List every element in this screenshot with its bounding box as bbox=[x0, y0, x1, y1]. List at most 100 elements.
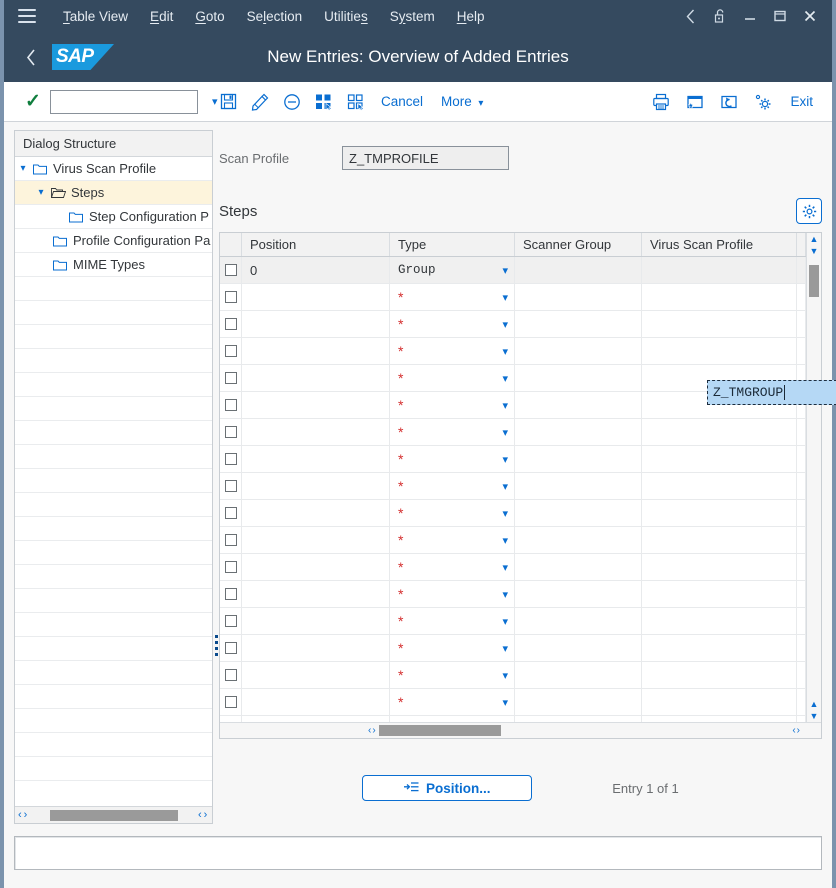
row-checkbox[interactable] bbox=[224, 426, 237, 438]
close-icon[interactable] bbox=[796, 2, 824, 30]
virus-scan-profile-cell[interactable] bbox=[642, 365, 797, 391]
row-checkbox[interactable] bbox=[224, 345, 237, 357]
edit-button[interactable] bbox=[244, 87, 276, 117]
scrollbar-thumb[interactable] bbox=[809, 265, 819, 297]
gear-settings-icon[interactable] bbox=[796, 198, 822, 224]
row-select-cell[interactable] bbox=[220, 689, 242, 715]
sidebar-item-steps[interactable]: ▾ Steps bbox=[15, 181, 213, 205]
virus-scan-profile-cell[interactable] bbox=[642, 608, 797, 634]
menu-item-table-view[interactable]: Table View bbox=[63, 8, 129, 24]
virus-scan-profile-cell[interactable] bbox=[642, 257, 797, 283]
position-cell[interactable] bbox=[242, 662, 390, 688]
position-cell[interactable] bbox=[242, 311, 390, 337]
virus-scan-profile-cell[interactable] bbox=[642, 473, 797, 499]
scrollbar-thumb[interactable] bbox=[378, 725, 501, 736]
menu-item-selection[interactable]: Selection bbox=[246, 8, 303, 24]
row-checkbox[interactable] bbox=[224, 534, 237, 546]
type-cell[interactable]: *▾ bbox=[390, 419, 515, 445]
row-checkbox[interactable] bbox=[224, 588, 237, 600]
scanner-group-cell[interactable] bbox=[515, 500, 642, 526]
sidebar-item-step-configuration-parameters[interactable]: Step Configuration P bbox=[15, 205, 213, 229]
chevron-down-icon[interactable]: ▾ bbox=[502, 642, 508, 655]
row-select-cell[interactable] bbox=[220, 365, 242, 391]
scanner-group-cell[interactable] bbox=[515, 554, 642, 580]
position-cell[interactable] bbox=[242, 608, 390, 634]
position-cell[interactable] bbox=[242, 365, 390, 391]
scanner-group-cell[interactable] bbox=[515, 446, 642, 472]
chevron-down-icon[interactable]: ▾ bbox=[502, 453, 508, 466]
type-cell[interactable]: *▾ bbox=[390, 473, 515, 499]
row-checkbox[interactable] bbox=[224, 561, 237, 573]
table-horizontal-scrollbar[interactable]: ‹› ‹› bbox=[220, 722, 821, 738]
table-row[interactable]: *▾ bbox=[220, 608, 806, 635]
scanner-group-cell[interactable] bbox=[515, 365, 642, 391]
type-cell[interactable]: *▾ bbox=[390, 500, 515, 526]
type-cell[interactable]: *▾ bbox=[390, 446, 515, 472]
table-row[interactable]: *▾ bbox=[220, 338, 806, 365]
hamburger-menu-icon[interactable] bbox=[14, 5, 40, 27]
scanner-group-cell[interactable] bbox=[515, 311, 642, 337]
type-cell[interactable]: *▾ bbox=[390, 527, 515, 553]
chevron-down-icon[interactable]: ▾ bbox=[502, 588, 508, 601]
status-message-field[interactable] bbox=[14, 836, 822, 870]
row-select-cell[interactable] bbox=[220, 608, 242, 634]
row-select-cell[interactable] bbox=[220, 635, 242, 661]
table-row[interactable]: *▾ bbox=[220, 527, 806, 554]
chevron-down-icon[interactable]: ▾ bbox=[38, 187, 44, 198]
row-checkbox[interactable] bbox=[224, 669, 237, 681]
type-cell[interactable]: *▾ bbox=[390, 554, 515, 580]
scrollbar-track[interactable] bbox=[807, 257, 821, 698]
restore-icon[interactable] bbox=[766, 2, 794, 30]
table-row[interactable]: *▾ bbox=[220, 635, 806, 662]
row-checkbox[interactable] bbox=[224, 318, 237, 330]
table-row[interactable]: *▾ bbox=[220, 365, 806, 392]
chevron-down-icon[interactable]: ▾ bbox=[502, 291, 508, 304]
type-cell[interactable]: *▾ bbox=[390, 392, 515, 418]
table-row[interactable]: *▾ bbox=[220, 311, 806, 338]
type-cell[interactable]: *▾ bbox=[390, 365, 515, 391]
row-checkbox[interactable] bbox=[224, 372, 237, 384]
virus-scan-profile-cell[interactable] bbox=[642, 527, 797, 553]
virus-scan-profile-cell[interactable] bbox=[642, 635, 797, 661]
type-cell[interactable]: *▾ bbox=[390, 608, 515, 634]
position-cell[interactable] bbox=[242, 419, 390, 445]
select-all-button[interactable] bbox=[308, 87, 340, 117]
chevron-down-icon[interactable]: ▾ bbox=[502, 696, 508, 709]
scroll-up-icon[interactable]: ▲ bbox=[809, 234, 819, 244]
table-row[interactable]: *▾ bbox=[220, 392, 806, 419]
type-cell[interactable]: *▾ bbox=[390, 581, 515, 607]
sidebar-item-virus-scan-profile[interactable]: ▾ Virus Scan Profile bbox=[15, 157, 213, 181]
position-cell[interactable] bbox=[242, 635, 390, 661]
table-vertical-scrollbar[interactable]: ▲ ▼ ▲ ▼ bbox=[806, 233, 821, 722]
delete-button[interactable] bbox=[276, 87, 308, 117]
virus-scan-profile-cell[interactable] bbox=[642, 419, 797, 445]
save-button[interactable] bbox=[212, 87, 244, 117]
virus-scan-profile-cell[interactable] bbox=[642, 689, 797, 715]
type-cell[interactable]: *▾ bbox=[390, 284, 515, 310]
row-select-cell[interactable] bbox=[220, 716, 242, 722]
position-cell[interactable] bbox=[242, 446, 390, 472]
scan-profile-input[interactable]: Z_TMPROFILE bbox=[342, 146, 509, 170]
row-select-cell[interactable] bbox=[220, 392, 242, 418]
scanner-group-cell[interactable] bbox=[515, 473, 642, 499]
menu-item-goto[interactable]: Goto bbox=[195, 8, 225, 24]
chevron-down-icon[interactable]: ▾ bbox=[502, 615, 508, 628]
chevron-down-icon[interactable]: ▾ bbox=[502, 318, 508, 331]
virus-scan-profile-cell[interactable] bbox=[642, 311, 797, 337]
scanner-group-cell[interactable] bbox=[515, 392, 642, 418]
row-checkbox[interactable] bbox=[224, 642, 237, 654]
table-row[interactable]: *▾ bbox=[220, 554, 806, 581]
menu-item-utilities[interactable]: Utilities bbox=[324, 8, 368, 24]
scanner-group-cell[interactable] bbox=[515, 608, 642, 634]
scroll-left-right-icons[interactable]: ‹› bbox=[18, 809, 30, 821]
cancel-button[interactable]: Cancel bbox=[381, 94, 424, 109]
row-select-cell[interactable] bbox=[220, 338, 242, 364]
position-cell[interactable] bbox=[242, 284, 390, 310]
table-row[interactable]: *▾ bbox=[220, 473, 806, 500]
menu-item-help[interactable]: Help bbox=[456, 8, 485, 24]
scroll-up-icon[interactable]: ▲ bbox=[809, 699, 819, 709]
position-cell[interactable] bbox=[242, 392, 390, 418]
row-checkbox[interactable] bbox=[224, 453, 237, 465]
exit-button[interactable]: Exit bbox=[790, 94, 813, 109]
row-select-cell[interactable] bbox=[220, 311, 242, 337]
